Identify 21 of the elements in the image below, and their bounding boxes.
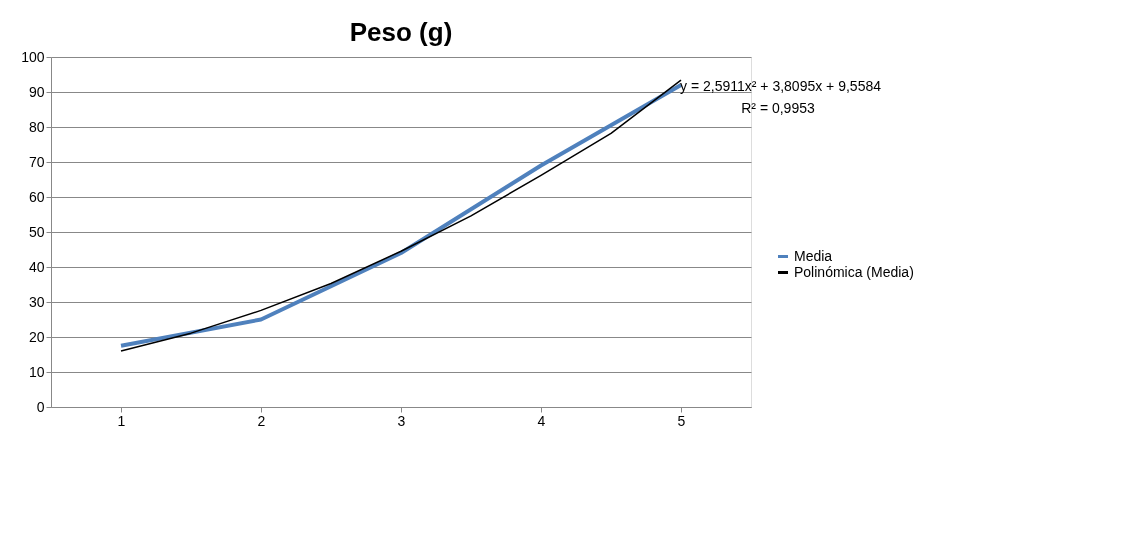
legend-label: Media: [794, 247, 833, 264]
chart-title: Peso (g): [349, 17, 453, 47]
x-tick-label: 5: [677, 412, 686, 429]
y-tick-label: 20: [28, 328, 45, 345]
y-tick-label: 100: [21, 48, 45, 65]
y-tick-label: 80: [28, 118, 45, 135]
x-tick-label: 4: [537, 412, 546, 429]
y-tick-label: 40: [28, 258, 45, 275]
y-tick-label: 0: [36, 398, 45, 415]
x-tick-label: 3: [397, 412, 406, 429]
y-tick-label: 10: [28, 363, 45, 380]
legend-label: Polinómica (Media): [794, 263, 914, 280]
x-tick-label: 2: [257, 412, 266, 429]
x-tick-label: 1: [117, 412, 126, 429]
y-tick-label: 50: [28, 223, 45, 240]
y-tick-label: 30: [28, 293, 45, 310]
annotation: y = 2,5911x² + 3,8095x + 9,5584: [680, 78, 882, 94]
y-tick-label: 60: [28, 188, 45, 205]
y-tick-label: 70: [28, 153, 45, 170]
y-tick-label: 90: [28, 83, 45, 100]
annotation: R² = 0,9953: [741, 100, 815, 116]
